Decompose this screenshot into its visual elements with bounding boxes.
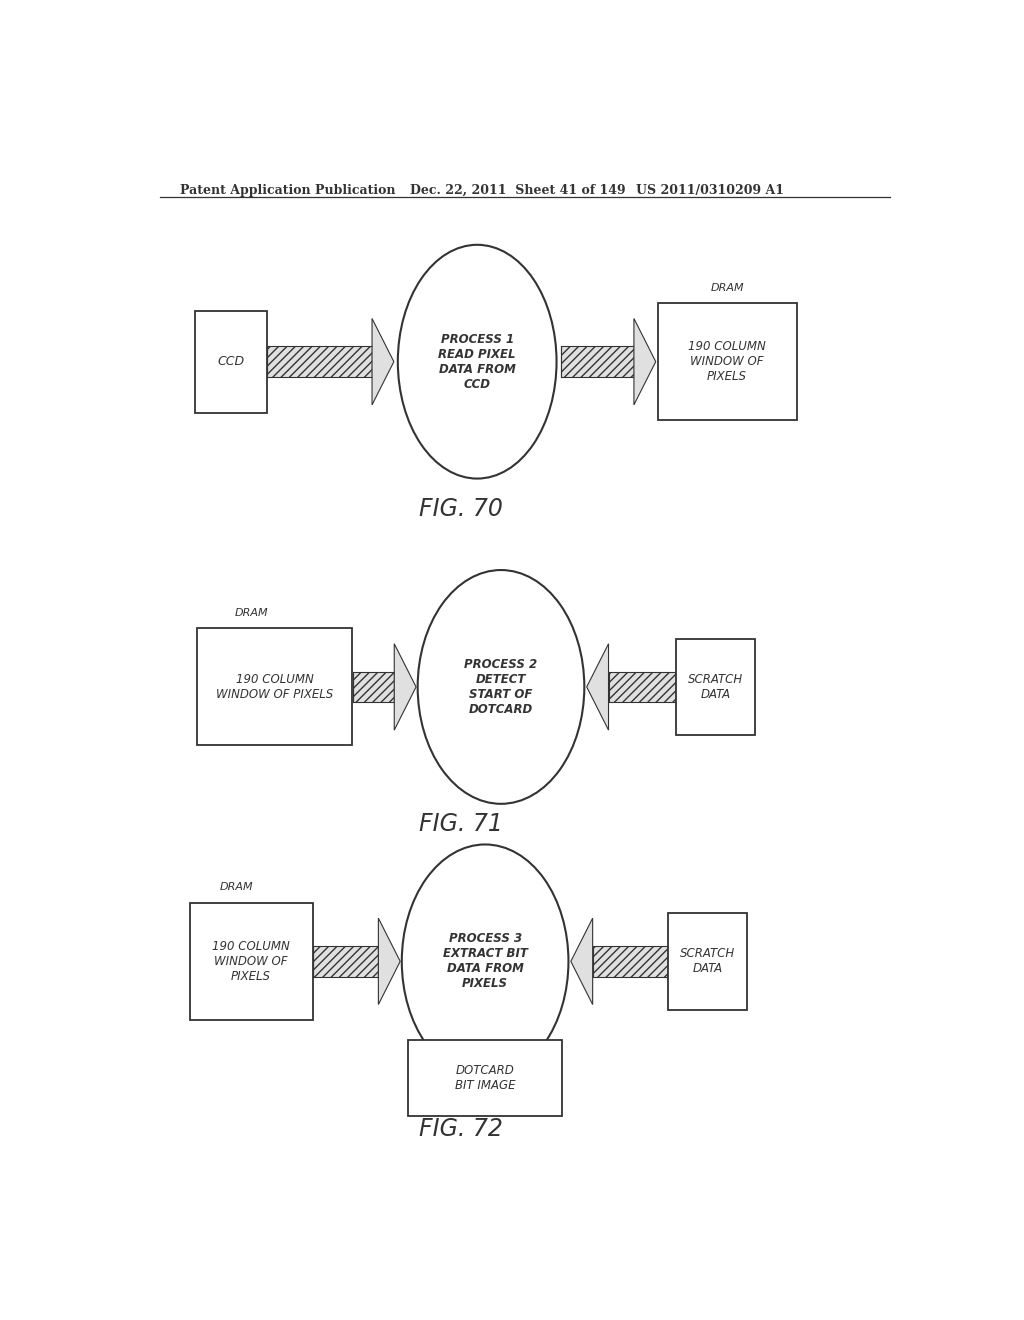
Polygon shape: [379, 919, 400, 1005]
Text: FIG. 70: FIG. 70: [420, 498, 503, 521]
Bar: [657, 304, 797, 420]
Bar: [352, 672, 394, 702]
Text: PROCESS 1
READ PIXEL
DATA FROM
CCD: PROCESS 1 READ PIXEL DATA FROM CCD: [438, 333, 516, 391]
Polygon shape: [372, 318, 394, 405]
Polygon shape: [587, 644, 608, 730]
Bar: [560, 346, 634, 378]
Bar: [668, 913, 746, 1010]
Bar: [477, 1019, 494, 1036]
Polygon shape: [634, 318, 655, 405]
Text: DRAM: DRAM: [236, 607, 268, 618]
Ellipse shape: [418, 570, 585, 804]
Text: Dec. 22, 2011  Sheet 41 of 149: Dec. 22, 2011 Sheet 41 of 149: [410, 183, 626, 197]
Polygon shape: [452, 1036, 518, 1078]
Text: FIG. 72: FIG. 72: [420, 1117, 503, 1140]
Bar: [593, 946, 668, 977]
Text: DOTCARD
BIT IMAGE: DOTCARD BIT IMAGE: [455, 1064, 515, 1092]
Text: PROCESS 3
EXTRACT BIT
DATA FROM
PIXELS: PROCESS 3 EXTRACT BIT DATA FROM PIXELS: [442, 932, 527, 990]
Bar: [267, 346, 372, 378]
Text: DRAM: DRAM: [219, 882, 253, 892]
Text: 190 COLUMN
WINDOW OF
PIXELS: 190 COLUMN WINDOW OF PIXELS: [688, 341, 766, 383]
Text: Patent Application Publication: Patent Application Publication: [179, 183, 395, 197]
Ellipse shape: [401, 845, 568, 1078]
Text: SCRATCH
DATA: SCRATCH DATA: [680, 948, 735, 975]
Ellipse shape: [397, 244, 557, 479]
Text: CCD: CCD: [218, 355, 245, 368]
Bar: [313, 946, 379, 977]
Bar: [198, 628, 352, 746]
Bar: [408, 1040, 562, 1117]
Text: PROCESS 2
DETECT
START OF
DOTCARD: PROCESS 2 DETECT START OF DOTCARD: [465, 657, 538, 715]
Polygon shape: [394, 644, 416, 730]
Bar: [676, 639, 755, 735]
Text: SCRATCH
DATA: SCRATCH DATA: [688, 673, 742, 701]
Bar: [196, 312, 267, 412]
Text: US 2011/0310209 A1: US 2011/0310209 A1: [636, 183, 784, 197]
Text: 190 COLUMN
WINDOW OF PIXELS: 190 COLUMN WINDOW OF PIXELS: [216, 673, 334, 701]
Polygon shape: [570, 919, 593, 1005]
Text: 190 COLUMN
WINDOW OF
PIXELS: 190 COLUMN WINDOW OF PIXELS: [212, 940, 290, 983]
Bar: [189, 903, 312, 1020]
Bar: [608, 672, 676, 702]
Text: DRAM: DRAM: [711, 282, 744, 293]
Text: FIG. 71: FIG. 71: [420, 812, 503, 836]
